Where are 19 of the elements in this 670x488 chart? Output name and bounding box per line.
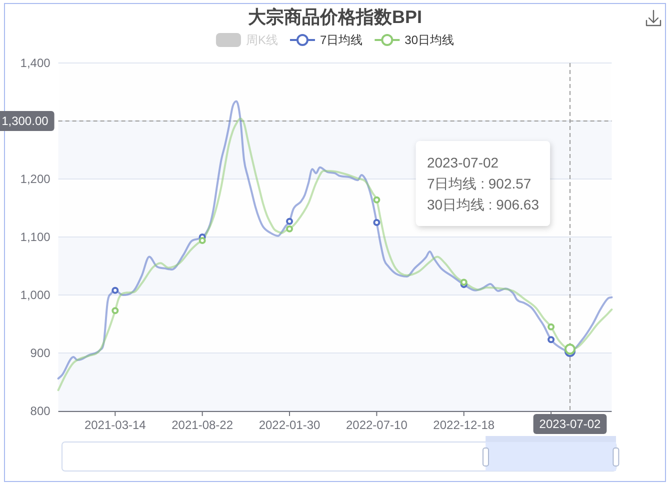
legend-label: 7日均线: [320, 33, 363, 47]
title: 大宗商品价格指数BPI: [248, 7, 422, 27]
y-tick-label: 1,100: [20, 230, 50, 244]
y-tick-label: 1,200: [20, 172, 50, 186]
annotation: 2023-07-02: [426, 154, 499, 170]
ref-line-label: 2023-07-02: [539, 417, 601, 431]
annotation: 7日均线 : 902.57: [426, 176, 532, 192]
y-tick-label: 1,400: [20, 56, 50, 70]
y-tick-label: 800: [30, 404, 50, 418]
y-tick-label: 1,000: [20, 288, 50, 302]
x-tick-label: 2021-08-22: [172, 418, 234, 432]
x-tick-label: 2022-12-18: [433, 418, 495, 432]
ref-line-label: 1,300.00: [2, 114, 48, 128]
x-tick-label: 2022-07-10: [346, 418, 408, 432]
y-tick-label: 900: [30, 346, 50, 360]
x-tick-label: 2022-01-30: [258, 418, 320, 432]
annotation: 30日均线 : 906.63: [426, 196, 539, 212]
x-tick-label: 2021-03-14: [84, 418, 146, 432]
legend-label: 30日均线: [404, 33, 454, 47]
